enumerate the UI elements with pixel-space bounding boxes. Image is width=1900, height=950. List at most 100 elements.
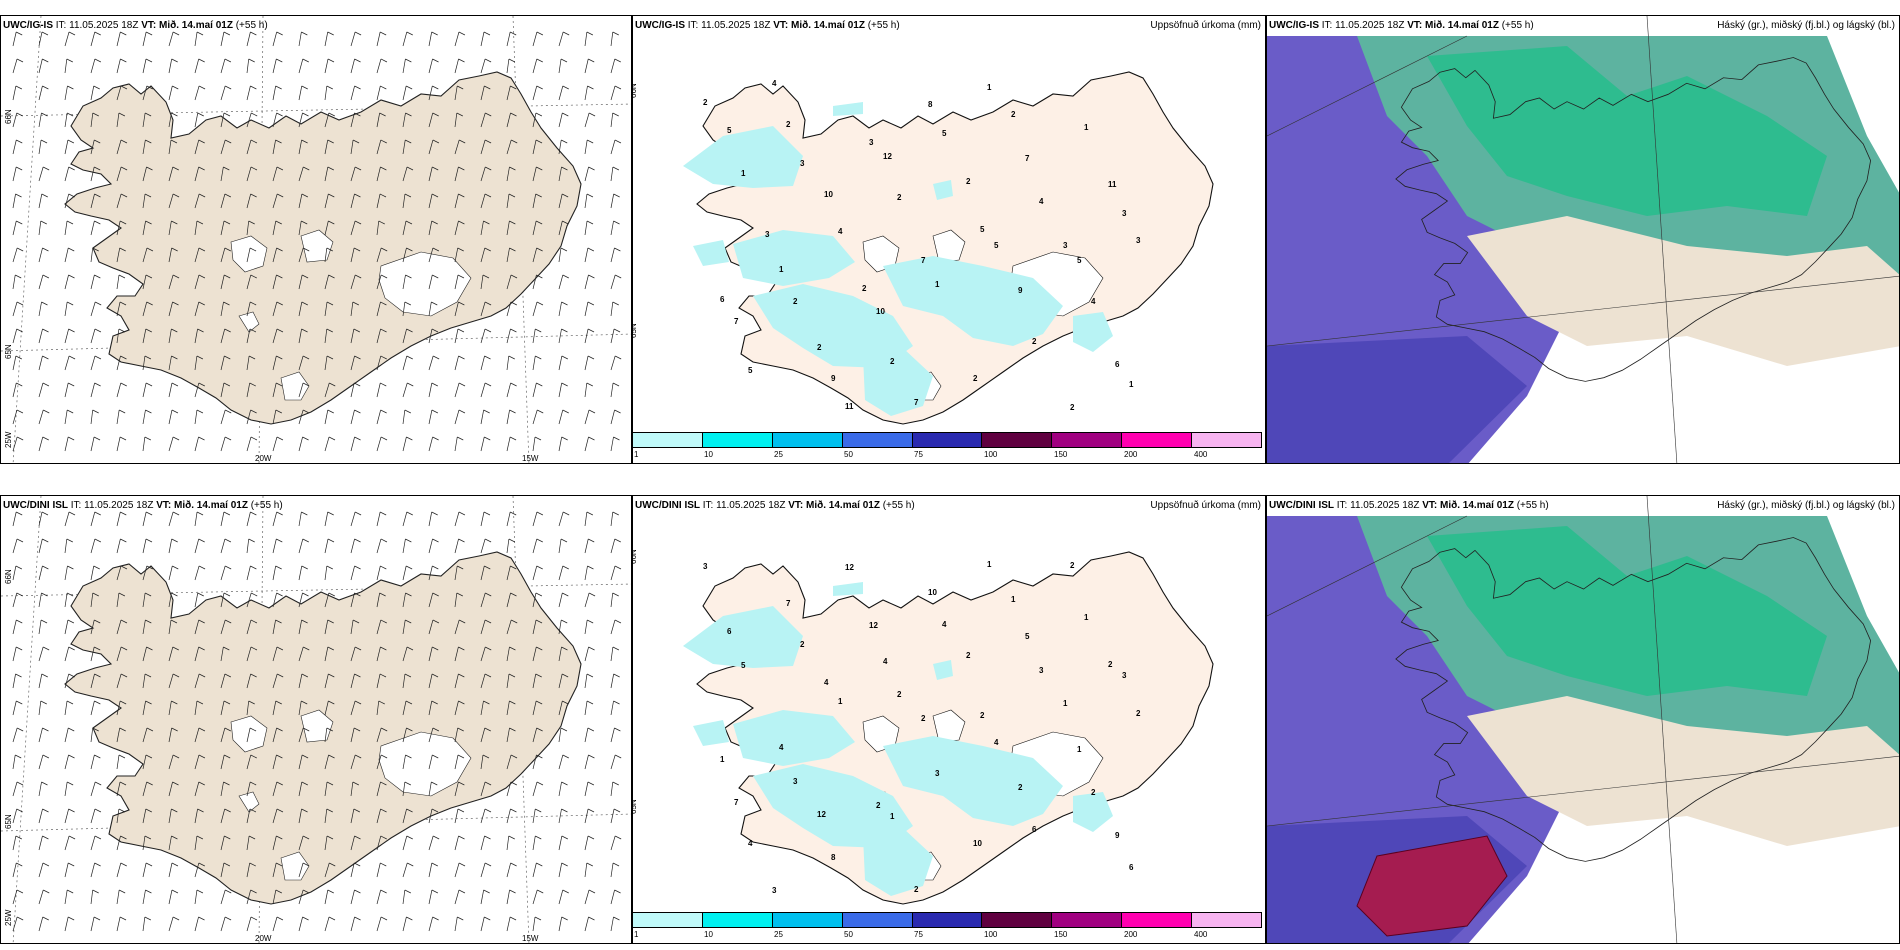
precip-value: 7 [1025,154,1030,163]
colorbar-tick-label: 50 [844,450,853,459]
precip-value: 6 [720,295,725,304]
mid-cloud-area [1427,46,1827,216]
colorbar-swatch [982,913,1053,927]
precip-value: 2 [1070,403,1075,412]
precip-value: 1 [1077,745,1082,754]
precip-value: 10 [876,307,885,316]
precip-area [883,736,1063,826]
colorbar-tick-label: 25 [774,930,783,939]
clear-area [1467,696,1899,846]
precip-value: 2 [897,690,902,699]
precip-value: 1 [741,169,746,178]
precip-value: 2 [817,343,822,352]
precip-value: 11 [1108,180,1117,189]
cloud-panel-top: UWC/IG-IS IT: 11.05.2025 18Z VT: Mið. 14… [1266,15,1900,464]
precip-value: 7 [734,798,739,807]
precip-value: 2 [973,374,978,383]
lat-label: 65N [632,799,638,814]
precip-value: 9 [1018,286,1023,295]
precip-value: 4 [1091,297,1096,306]
precip-value: 7 [734,317,739,326]
colorbar-tick-label: 200 [1124,450,1138,459]
glacier-outline [280,851,310,881]
colorbar-swatch [633,913,703,927]
colorbar-swatch [842,433,913,447]
precip-value: 3 [1063,241,1068,250]
clear-area [1567,856,1899,943]
precip-value: 2 [786,120,791,129]
precip-map: 2325451154322111412121255798731102251079… [683,71,1214,425]
precip-value: 10 [973,839,982,848]
lon-label: 15W [522,454,539,463]
precip-area [683,126,803,188]
precip-value: 3 [1039,666,1044,675]
graticule-line [1267,515,1468,617]
glacier-outline [238,311,260,333]
precip-value: 2 [980,711,985,720]
precip-value: 1 [1084,613,1089,622]
colorbar-tick-label: 400 [1194,930,1208,939]
precip-value: 4 [748,839,753,848]
precip-title: Uppsöfnuð úrkoma (mm) [1150,20,1261,31]
cloud-cover-map [1267,496,1899,943]
precip-value: 12 [869,621,878,630]
precip-value: 2 [862,284,867,293]
graticule-line [12,496,42,943]
precip-value: 2 [1136,709,1141,718]
panel-title: UWC/IG-IS IT: 11.05.2025 18Z VT: Mið. 14… [1269,20,1534,31]
wind-barb-map [1,16,631,463]
lat-label: 66N [4,569,13,584]
precip-value: 3 [765,230,770,239]
precip-value: 2 [793,297,798,306]
colorbar-tick-label: 75 [914,930,923,939]
precip-value: 2 [800,640,805,649]
deep-cloud-area [1356,835,1508,937]
precip-value: 3 [935,769,940,778]
wind-panel-bottom: UWC/DINI ISL IT: 11.05.2025 18Z VT: Mið.… [0,495,632,944]
precip-value: 4 [838,227,843,236]
precip-value: 12 [817,810,826,819]
panel-title: UWC/DINI ISL IT: 11.05.2025 18Z VT: Mið.… [3,500,283,511]
precip-area [933,180,953,200]
iceland-outline [1395,537,1872,862]
precip-value: 2 [897,193,902,202]
colorbar-swatch [1052,913,1123,927]
precip-value: 4 [942,620,947,629]
precip-value: 2 [703,98,708,107]
graticule-line [1267,35,1468,137]
graticule-line [1646,496,1678,943]
precip-value: 5 [994,241,999,250]
wind-barbs [12,31,622,452]
wind-barbs [12,511,622,932]
colorbar-tick-label: 50 [844,930,853,939]
lat-label: 65N [4,814,13,829]
precip-value: 1 [720,755,725,764]
glacier-outline [378,251,472,317]
precip-value: 8 [831,853,836,862]
precip-area [863,828,933,896]
lat-label: 65N [4,344,13,359]
graticule-line [1267,755,1899,827]
colorbar-tick-label: 10 [704,930,713,939]
precip-value: 10 [824,190,833,199]
colorbar-swatch [982,433,1053,447]
lon-label: 25W [4,431,13,448]
precip-area [1073,792,1113,832]
colorbar-swatch [842,913,913,927]
precip-value: 5 [942,129,947,138]
lat-label: 66N [4,109,13,124]
glacier-outline [300,229,334,263]
precip-area [863,348,933,416]
precip-value: 1 [1129,380,1134,389]
wind-panel-top: UWC/IG-IS IT: 11.05.2025 18Z VT: Mið. 14… [0,15,632,464]
colorbar-swatch [702,913,773,927]
colorbar-swatch [1122,433,1193,447]
lon-label: 15W [522,934,539,943]
colorbar-tick-label: 150 [1054,450,1068,459]
cloud-cover-map [1267,16,1899,463]
precip-value: 2 [1091,788,1096,797]
precip-value: 7 [914,398,919,407]
precip-area [733,230,855,286]
precip-value: 5 [1025,632,1030,641]
precip-colorbar [632,912,1262,928]
